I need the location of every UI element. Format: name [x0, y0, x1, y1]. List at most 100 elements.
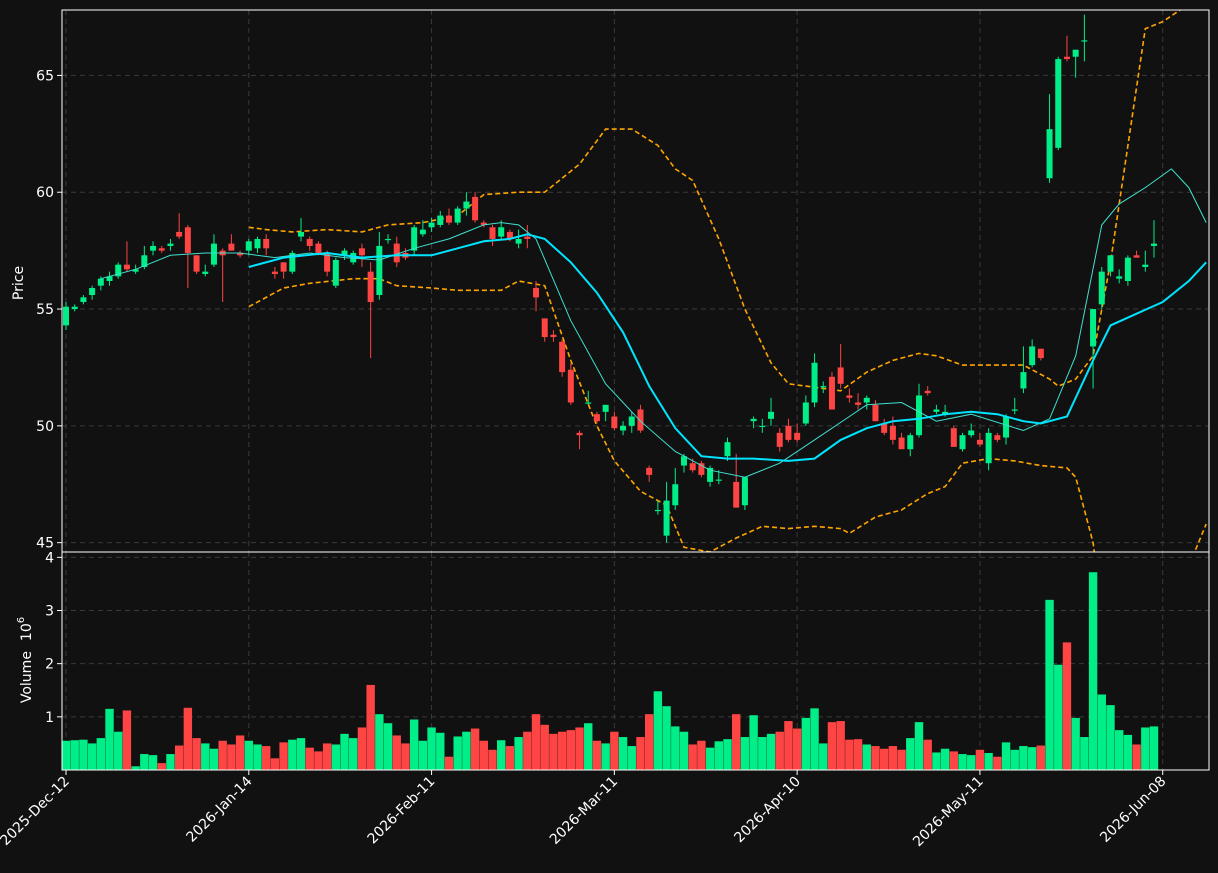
candle	[855, 393, 862, 410]
candle-body	[898, 437, 905, 450]
volume-bar	[819, 743, 828, 770]
volume-bar	[383, 723, 393, 770]
candle	[515, 229, 522, 249]
volume-bar	[105, 708, 114, 770]
candle-body	[585, 402, 592, 404]
volume-bar	[514, 737, 523, 770]
volume-bar	[279, 742, 288, 770]
candle-body	[315, 243, 322, 253]
volume-bar	[862, 744, 871, 770]
candle-body	[1055, 59, 1062, 148]
price-tick-label: 65	[36, 68, 54, 84]
candle-body	[837, 367, 844, 384]
volume-bar	[1132, 744, 1141, 770]
volume-bar	[705, 747, 715, 770]
volume-bar	[462, 731, 471, 770]
candle	[785, 418, 792, 443]
candle	[959, 432, 966, 452]
volume-bar	[114, 731, 123, 770]
candle	[654, 500, 661, 515]
volume-bar	[714, 741, 723, 770]
price-tick-label: 55	[36, 302, 54, 318]
candle-body	[872, 404, 879, 422]
volume-bar	[940, 748, 950, 770]
candle	[707, 465, 714, 487]
candle-body	[1037, 348, 1044, 359]
volume-bar	[157, 763, 166, 770]
volume-bar	[627, 746, 636, 770]
volume-bar	[732, 714, 741, 770]
candle	[533, 281, 540, 312]
candle-body	[768, 411, 775, 419]
volume-bar	[679, 731, 689, 770]
candle-body	[393, 243, 400, 263]
candle	[1081, 14, 1088, 62]
candle-body	[428, 222, 435, 228]
candle	[968, 423, 975, 438]
volume-bar	[871, 746, 880, 770]
candle	[1072, 49, 1079, 78]
candle	[158, 245, 165, 253]
candle	[472, 192, 479, 223]
volume-bar	[801, 717, 811, 770]
volume-bar	[993, 756, 1002, 770]
candle-body	[237, 252, 244, 256]
candle	[994, 432, 1001, 443]
candle	[193, 255, 200, 274]
candle	[437, 210, 444, 228]
candle-body	[611, 416, 618, 429]
candle-body	[489, 227, 496, 239]
candle	[1151, 220, 1157, 258]
volume-bar	[540, 724, 549, 770]
candle-body	[167, 243, 174, 246]
candle-body	[324, 252, 331, 272]
candle	[463, 192, 470, 216]
candle	[1124, 255, 1131, 286]
candle	[576, 430, 583, 450]
volume-bar	[827, 722, 837, 770]
candle	[115, 262, 122, 279]
volume-bar	[723, 739, 732, 770]
volume-axis-exp-power: 6	[16, 617, 27, 623]
candle-body	[846, 395, 853, 398]
volume-y-ticks: 1 2 3 4	[45, 550, 62, 726]
volume-bar	[140, 754, 149, 770]
candle	[924, 386, 931, 396]
candle	[898, 432, 905, 450]
candle-body	[454, 208, 461, 223]
volume-tick-label: 1	[45, 710, 54, 726]
volume-bar	[984, 752, 993, 770]
volume-bar	[1001, 742, 1011, 770]
candle-body	[533, 288, 540, 298]
candle	[776, 428, 783, 452]
volume-bar	[166, 754, 175, 770]
volume-bar	[436, 732, 445, 770]
price-panel: 45 50 55 60 65 Price	[11, 9, 1210, 553]
candle-body	[506, 231, 513, 239]
candle-body	[1072, 49, 1079, 57]
candle	[210, 234, 217, 267]
bollinger-upper-band	[248, 10, 1181, 392]
candle	[454, 206, 461, 225]
candle	[202, 264, 209, 277]
candle	[306, 236, 313, 251]
volume-bar	[253, 744, 262, 770]
candle-body	[358, 248, 365, 256]
candle-body	[1151, 243, 1157, 246]
candle	[733, 453, 740, 508]
candle-body	[828, 376, 835, 410]
candle	[620, 421, 627, 436]
price-y-ticks: 45 50 55 60 65	[36, 68, 62, 552]
candle	[376, 231, 383, 300]
candle	[1116, 269, 1123, 284]
candle-body	[1081, 40, 1088, 42]
candle	[176, 213, 183, 239]
candle-body	[289, 252, 296, 272]
candle-body	[298, 231, 305, 237]
candle-body	[620, 425, 627, 431]
volume-bar	[888, 746, 898, 770]
candle-body	[733, 481, 740, 508]
volume-bar	[914, 722, 924, 770]
volume-bar	[192, 738, 201, 770]
candle-body	[907, 435, 914, 450]
